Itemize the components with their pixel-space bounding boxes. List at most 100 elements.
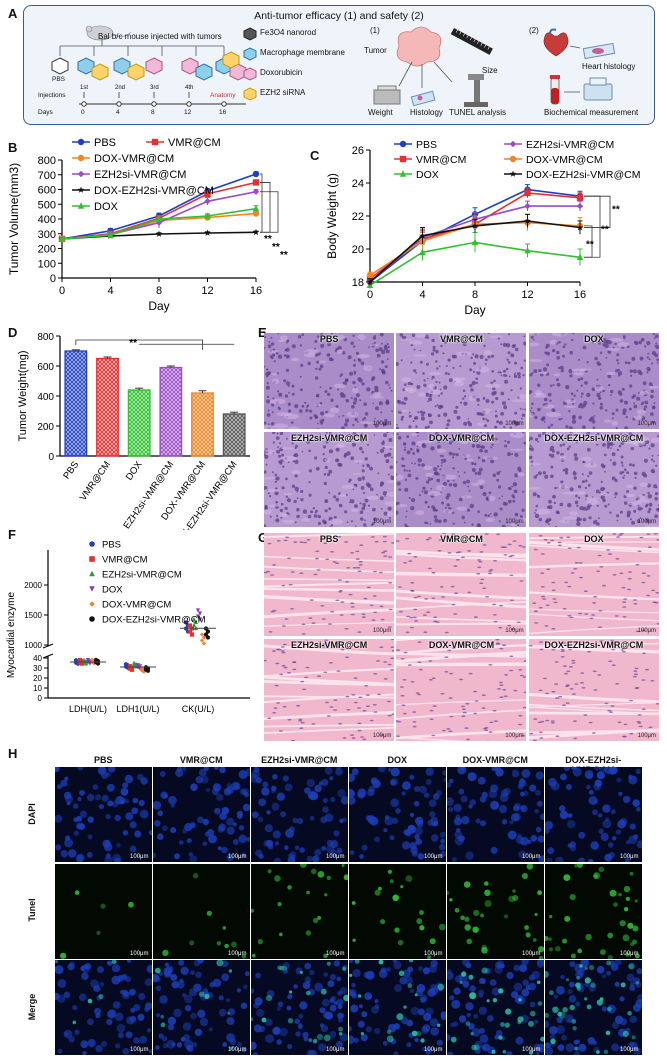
- legend-label: VMR@CM: [102, 555, 148, 566]
- scatter-point-DOX-VMR@CM: [91, 658, 97, 663]
- scatter-point-DOX-EZH2si-VMR@CM: [205, 629, 211, 634]
- legend-label: EZH2si-VMR@CM: [102, 570, 182, 581]
- scale-bar-label: 100μm: [637, 627, 656, 634]
- fluorescence-image-DAPI-EZH2si-VMR@CM: 100μm: [251, 767, 348, 862]
- sig-bracket: [260, 182, 271, 233]
- x-tick-label: DOX: [124, 459, 145, 483]
- histology-label: DOX-VMR@CM: [428, 639, 495, 650]
- fluorescence-image-Merge-VMR@CM: 100μm: [153, 960, 250, 1055]
- histology-image-PBS: PBS 100μm: [264, 333, 394, 429]
- y-tick-label: 700: [38, 170, 56, 182]
- fluorescence-image-Tunel-VMR@CM: 100μm: [153, 863, 250, 959]
- row-label: Merge: [27, 993, 37, 1020]
- inj-1: 1st: [80, 85, 89, 91]
- tissue-texture: [396, 533, 527, 636]
- histology-label: EZH2si-VMR@CM: [291, 432, 368, 443]
- y-tick-label: 20: [33, 674, 42, 683]
- panel-g-label: G: [258, 530, 269, 545]
- y-tick-label: 0: [38, 694, 43, 703]
- legend-marker-PBS: [89, 541, 95, 547]
- y-tick-label: 30: [33, 664, 42, 673]
- fluorescence-image-DAPI-PBS: 100μm: [55, 767, 152, 862]
- scatter-point-PBS: [183, 620, 189, 625]
- scale-bar-label: 100μm: [130, 1047, 149, 1053]
- day-0: 0: [81, 109, 85, 116]
- inj-3: 3rd: [150, 85, 159, 91]
- fluorescence-texture: [447, 863, 544, 959]
- fluorescence-texture: [251, 863, 348, 959]
- fluorescence-image-Tunel-PBS: 100μm: [55, 863, 152, 959]
- heart-histology-label: Heart histology: [582, 62, 636, 71]
- fluorescence-texture: [349, 960, 446, 1055]
- y-tick-label: 100: [38, 258, 56, 270]
- panel-e-grid: PBS 100μm VMR@CM 100μm DOX 100μm EZH2si-VMR@CM…: [264, 333, 659, 527]
- fluorescence-texture: [251, 960, 348, 1055]
- tumor-label: Tumor: [364, 46, 387, 55]
- scale-bar-label: 100μm: [228, 854, 247, 860]
- data-point-EZH2si-VMR@CM: [576, 202, 584, 210]
- data-point-EZH2si-VMR@CM: [524, 202, 531, 210]
- fluorescence-texture: [55, 863, 152, 959]
- tissue-texture: [528, 431, 659, 527]
- histology-image-DOX-VMR@CM: DOX-VMR@CM 100μm: [396, 638, 527, 741]
- data-point-DOX: [155, 215, 163, 222]
- y-tick-label: 22: [352, 211, 364, 223]
- scatter-point-EZH2si-VMR@CM: [191, 616, 197, 622]
- y-tick-label: 200: [37, 422, 54, 433]
- scale-bar-label: 100μm: [130, 854, 149, 860]
- x-tick-label: VMR@CM: [78, 459, 113, 503]
- x-axis-label: Day: [148, 299, 169, 313]
- legend-marker-EZH2si-VMR@CM: [509, 140, 517, 148]
- legend-label: DOX-EZH2si-VMR@CM: [526, 169, 641, 181]
- scale-bar-label: 100μm: [130, 950, 149, 957]
- legend-membrane: Macrophage membrane: [260, 48, 345, 57]
- bar-EZH2si-VMR@CM: [159, 366, 183, 457]
- scatter-point-VMR@CM: [187, 623, 193, 628]
- day-8: 8: [151, 109, 155, 116]
- histology-image-VMR@CM: VMR@CM 100μm: [396, 533, 527, 636]
- legend-hex-icons: [243, 27, 257, 101]
- x-tick-label: 4: [107, 285, 113, 297]
- fluorescence-texture: [153, 960, 250, 1055]
- mouse-icon: [85, 25, 132, 41]
- panel-d-label: D: [8, 325, 18, 340]
- panel-a-schematic: Anti-tumor efficacy (1) and safety (2): [23, 5, 655, 125]
- fluorescence-texture: [349, 863, 446, 959]
- y-tick-label: 18: [352, 277, 364, 289]
- data-point-DOX-EZH2si-VMR@CM: [524, 217, 531, 224]
- histology-image-DOX: DOX 100μm: [528, 533, 659, 636]
- timeline-ticks: [81, 101, 227, 107]
- sig-marker: **: [272, 242, 280, 253]
- tissue-texture: [396, 333, 527, 429]
- bar-VMR@CM: [96, 357, 119, 457]
- legend-marker-DOX: [399, 170, 407, 177]
- legend-marker-VMR@CM: [89, 556, 95, 562]
- group-pbs-icon: [51, 57, 69, 75]
- x-tick-label: 0: [59, 285, 65, 297]
- panel-g-grid: PBS 100μm VMR@CM 100μm DOX 100μm EZH2si-VMR@CM…: [264, 533, 659, 741]
- panel-f-label: F: [8, 527, 16, 542]
- ruler-icon: [450, 28, 493, 55]
- data-point-DOX: [252, 204, 260, 212]
- scale-bar-label: 100μm: [522, 854, 541, 860]
- scale-bar-label: 100μm: [326, 950, 345, 957]
- tissue-texture: [264, 533, 395, 636]
- fluorescence-texture: [251, 767, 348, 862]
- legend-label: DOX: [102, 585, 123, 596]
- scale-bar-label: 100μm: [424, 950, 443, 957]
- row-label: Tunel: [27, 898, 37, 922]
- data-point-DOX-VMR@CM: [252, 210, 260, 217]
- fluorescence-image-Tunel-DOX: 100μm: [349, 863, 446, 959]
- panel-h-label: H: [8, 746, 18, 761]
- fluorescence-texture: [153, 767, 250, 862]
- legend-fe3o4: Fe3O4 nanorod: [260, 28, 317, 37]
- sig-bracket: [584, 195, 611, 228]
- data-point-DOX-EZH2si-VMR@CM: [419, 232, 426, 239]
- data-point-PBS: [252, 170, 260, 178]
- y-tick-label: 1000: [24, 641, 42, 650]
- y-tick-label: 600: [37, 362, 54, 373]
- fluorescence-texture: [447, 960, 544, 1055]
- x-tick-label: CK(U/L): [182, 704, 215, 714]
- scatter-point-EZH2si-VMR@CM: [191, 622, 197, 628]
- panel-c-legend: PBS VMR@CM DOX EZH2si-VMR@CM DOX-VMR@CM DOX-E…: [392, 136, 662, 186]
